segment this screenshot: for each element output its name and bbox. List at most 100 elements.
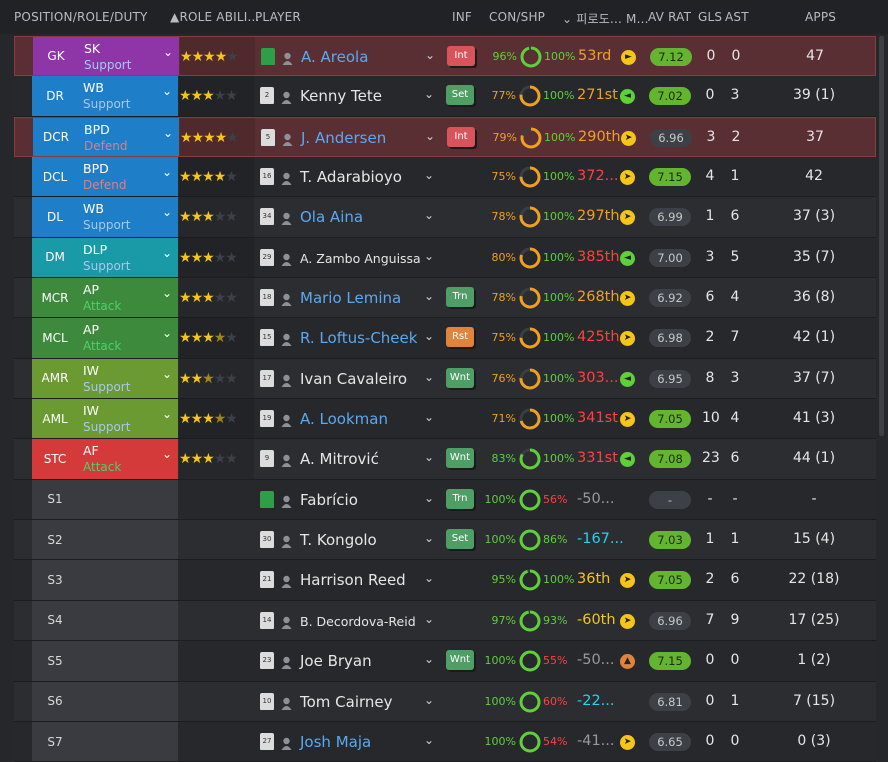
chevron-down-icon[interactable]: ⌄	[162, 286, 173, 301]
chevron-down-icon[interactable]: ⌄	[163, 45, 174, 59]
table-row[interactable]: DR WB Support ⌄ ★★★★★ 2 Kenny Tete ⌄ Set 77% 100% 2…	[14, 76, 876, 117]
table-row[interactable]: GK SK Support ⌄ ★★★★★ A. Areola ⌄ Int 96% 100% 53r…	[14, 36, 876, 77]
chevron-down-icon[interactable]: ⌄	[424, 531, 435, 546]
player-name-link[interactable]: T. Adarabioyo	[300, 168, 402, 187]
table-row[interactable]: S5 23 Joe Bryan ⌄ Wnt 100% 55% -50... ▲ 7.15 0 0 1 (…	[14, 641, 876, 682]
position-cell[interactable]: MCR	[32, 278, 78, 318]
chevron-down-icon[interactable]: ⌄	[424, 652, 435, 667]
player-name-link[interactable]: R. Loftus-Cheek	[300, 329, 418, 348]
role-duty-selector[interactable]: WB Support ⌄	[78, 197, 178, 237]
col-gls[interactable]: GLS	[698, 10, 723, 24]
table-row[interactable]: S3 21 Harrison Reed ⌄ 95% 100% 36th ➤ 7.05 2 6 22 (…	[14, 560, 876, 601]
chevron-down-icon[interactable]: ⌄	[425, 128, 436, 143]
role-duty-selector[interactable]: IW Support ⌄	[78, 358, 178, 399]
chevron-down-icon[interactable]: ⌄	[424, 571, 435, 586]
player-name-link[interactable]: A. Lookman	[300, 410, 388, 429]
player-name-link[interactable]: Fabrício	[300, 490, 358, 509]
chevron-down-icon[interactable]: ⌄	[424, 208, 435, 223]
table-row[interactable]: S6 10 Tom Cairney ⌄ 100% 60% -22... 6.81 0 1 7 (15…	[14, 681, 876, 722]
role-duty-selector[interactable]: AF Attack ⌄	[78, 439, 178, 479]
position-cell[interactable]: S2	[47, 532, 63, 547]
role-duty-selector[interactable]: SK Support ⌄	[79, 37, 179, 76]
table-row[interactable]: MCR AP Attack ⌄ ★★★★★ 18 Mario Lemina ⌄ Trn 78% 10…	[14, 278, 876, 319]
position-cell[interactable]: DCL	[32, 157, 78, 197]
player-name-link[interactable]: T. Kongolo	[300, 531, 377, 550]
player-name-link[interactable]: A. Areola	[301, 48, 369, 66]
player-name-link[interactable]: J. Andersen	[301, 128, 387, 147]
position-cell[interactable]: GK	[33, 37, 79, 76]
role-duty-selector[interactable]: AP Attack ⌄	[78, 318, 178, 358]
position-cell[interactable]: DCR	[33, 117, 79, 157]
chevron-down-icon[interactable]: ⌄	[424, 611, 435, 626]
table-row[interactable]: MCL AP Attack ⌄ ★★★★★ 15 R. Loftus-Cheek ⌄ Rst 75…	[14, 318, 876, 359]
col-av-rat[interactable]: AV RAT	[648, 10, 692, 24]
player-name-link[interactable]: A. Zambo Anguissa	[300, 250, 421, 266]
chevron-down-icon[interactable]: ⌄	[424, 732, 435, 747]
col-role-ability[interactable]: ▲ROLE ABILI...	[170, 10, 260, 24]
position-cell[interactable]: S5	[47, 653, 63, 668]
chevron-down-icon[interactable]: ⌄	[424, 490, 435, 505]
position-cell[interactable]: S6	[47, 694, 63, 709]
player-name-link[interactable]: Tom Cairney	[300, 692, 393, 711]
player-name-link[interactable]: B. Decordova-Reid	[300, 613, 416, 629]
col-inf[interactable]: INF	[452, 10, 473, 24]
position-cell[interactable]: STC	[32, 439, 78, 479]
table-row[interactable]: AML IW Support ⌄ ★★★★★ 19 A. Lookman ⌄ 71% 100% 34…	[14, 399, 876, 440]
table-row[interactable]: S1 Fabrício ⌄ Trn 100% 56% -50... - - - -	[14, 479, 876, 521]
chevron-down-icon[interactable]: ⌄	[424, 692, 435, 707]
col-con-shp[interactable]: CON/SHP	[489, 10, 546, 24]
scrollbar[interactable]	[879, 36, 884, 436]
table-row[interactable]: DL WB Support ⌄ ★★★★★ 34 Ola Aina ⌄ 78% 100% 297th…	[14, 197, 876, 238]
table-row[interactable]: S2 30 T. Kongolo ⌄ Set 100% 86% -167... 7.03 1 1 15…	[14, 520, 876, 561]
player-name-link[interactable]: Josh Maja	[300, 732, 372, 751]
table-row[interactable]: DCR BPD Defend ⌄ ★★★★★ 5 J. Andersen ⌄ Int 79% 100…	[14, 116, 876, 158]
chevron-down-icon[interactable]: ⌄	[162, 366, 173, 381]
player-name-link[interactable]: Ivan Cavaleiro	[300, 369, 408, 388]
table-row[interactable]: DCL BPD Defend ⌄ ★★★★★ 16 T. Adarabioyo ⌄ 75% 100…	[14, 157, 876, 198]
position-cell[interactable]: AMR	[32, 358, 78, 399]
chevron-down-icon[interactable]: ⌄	[424, 87, 435, 102]
table-row[interactable]: STC AF Attack ⌄ ★★★★★ 9 A. Mitrović ⌄ Wnt 83% 100%…	[14, 439, 876, 480]
table-row[interactable]: S7 27 Josh Maja ⌄ 100% 54% -41... ➤ 6.65 0 0 0 (3)	[14, 721, 876, 762]
position-cell[interactable]: DL	[32, 197, 78, 237]
col-condition[interactable]: ⌄ 피로도... M...	[562, 12, 649, 26]
chevron-down-icon[interactable]: ⌄	[162, 447, 173, 462]
position-cell[interactable]: S3	[47, 573, 63, 588]
player-name-link[interactable]: Joe Bryan	[300, 652, 372, 671]
chevron-down-icon[interactable]: ⌄	[162, 245, 173, 260]
chevron-down-icon[interactable]: ⌄	[424, 450, 435, 465]
role-duty-selector[interactable]: WB Support ⌄	[78, 76, 178, 116]
position-cell[interactable]: AML	[32, 399, 78, 439]
chevron-down-icon[interactable]: ⌄	[424, 168, 435, 183]
col-position[interactable]: POSITION/ROLE/DUTY	[14, 10, 148, 24]
table-row[interactable]: AMR IW Support ⌄ ★★★★★ 17 Ivan Cavaleiro ⌄ Wnt 76…	[14, 358, 876, 400]
position-cell[interactable]: S7	[47, 734, 63, 749]
chevron-down-icon[interactable]: ⌄	[424, 248, 435, 263]
chevron-down-icon[interactable]: ⌄	[425, 48, 436, 62]
role-duty-selector[interactable]: AP Attack ⌄	[78, 278, 178, 318]
player-name-link[interactable]: Ola Aina	[300, 208, 364, 227]
role-duty-selector[interactable]: IW Support ⌄	[78, 399, 178, 439]
col-player[interactable]: PLAYER	[255, 10, 301, 24]
player-name-link[interactable]: Mario Lemina	[300, 289, 402, 308]
chevron-down-icon[interactable]: ⌄	[162, 205, 173, 220]
chevron-down-icon[interactable]: ⌄	[163, 125, 174, 140]
col-ast[interactable]: AST	[725, 10, 749, 24]
chevron-down-icon[interactable]: ⌄	[162, 326, 173, 341]
chevron-down-icon[interactable]: ⌄	[424, 410, 435, 425]
chevron-down-icon[interactable]: ⌄	[162, 84, 173, 99]
role-duty-selector[interactable]: BPD Defend ⌄	[78, 157, 178, 197]
role-duty-selector[interactable]: BPD Defend ⌄	[79, 117, 179, 157]
position-cell[interactable]: S1	[47, 492, 63, 507]
role-duty-selector[interactable]: DLP Support ⌄	[78, 237, 178, 278]
player-name-link[interactable]: Kenny Tete	[300, 87, 382, 106]
player-name-link[interactable]: A. Mitrović	[300, 450, 379, 469]
chevron-down-icon[interactable]: ⌄	[424, 329, 435, 344]
position-cell[interactable]: DR	[32, 76, 78, 116]
position-cell[interactable]: S4	[47, 613, 63, 628]
chevron-down-icon[interactable]: ⌄	[162, 165, 173, 180]
player-name-link[interactable]: Harrison Reed	[300, 571, 406, 590]
table-row[interactable]: S4 14 B. Decordova-Reid ⌄ 97% 93% -60th ➤ 6.96 7 9…	[14, 600, 876, 642]
chevron-down-icon[interactable]: ⌄	[424, 289, 435, 304]
chevron-down-icon[interactable]: ⌄	[424, 369, 435, 384]
